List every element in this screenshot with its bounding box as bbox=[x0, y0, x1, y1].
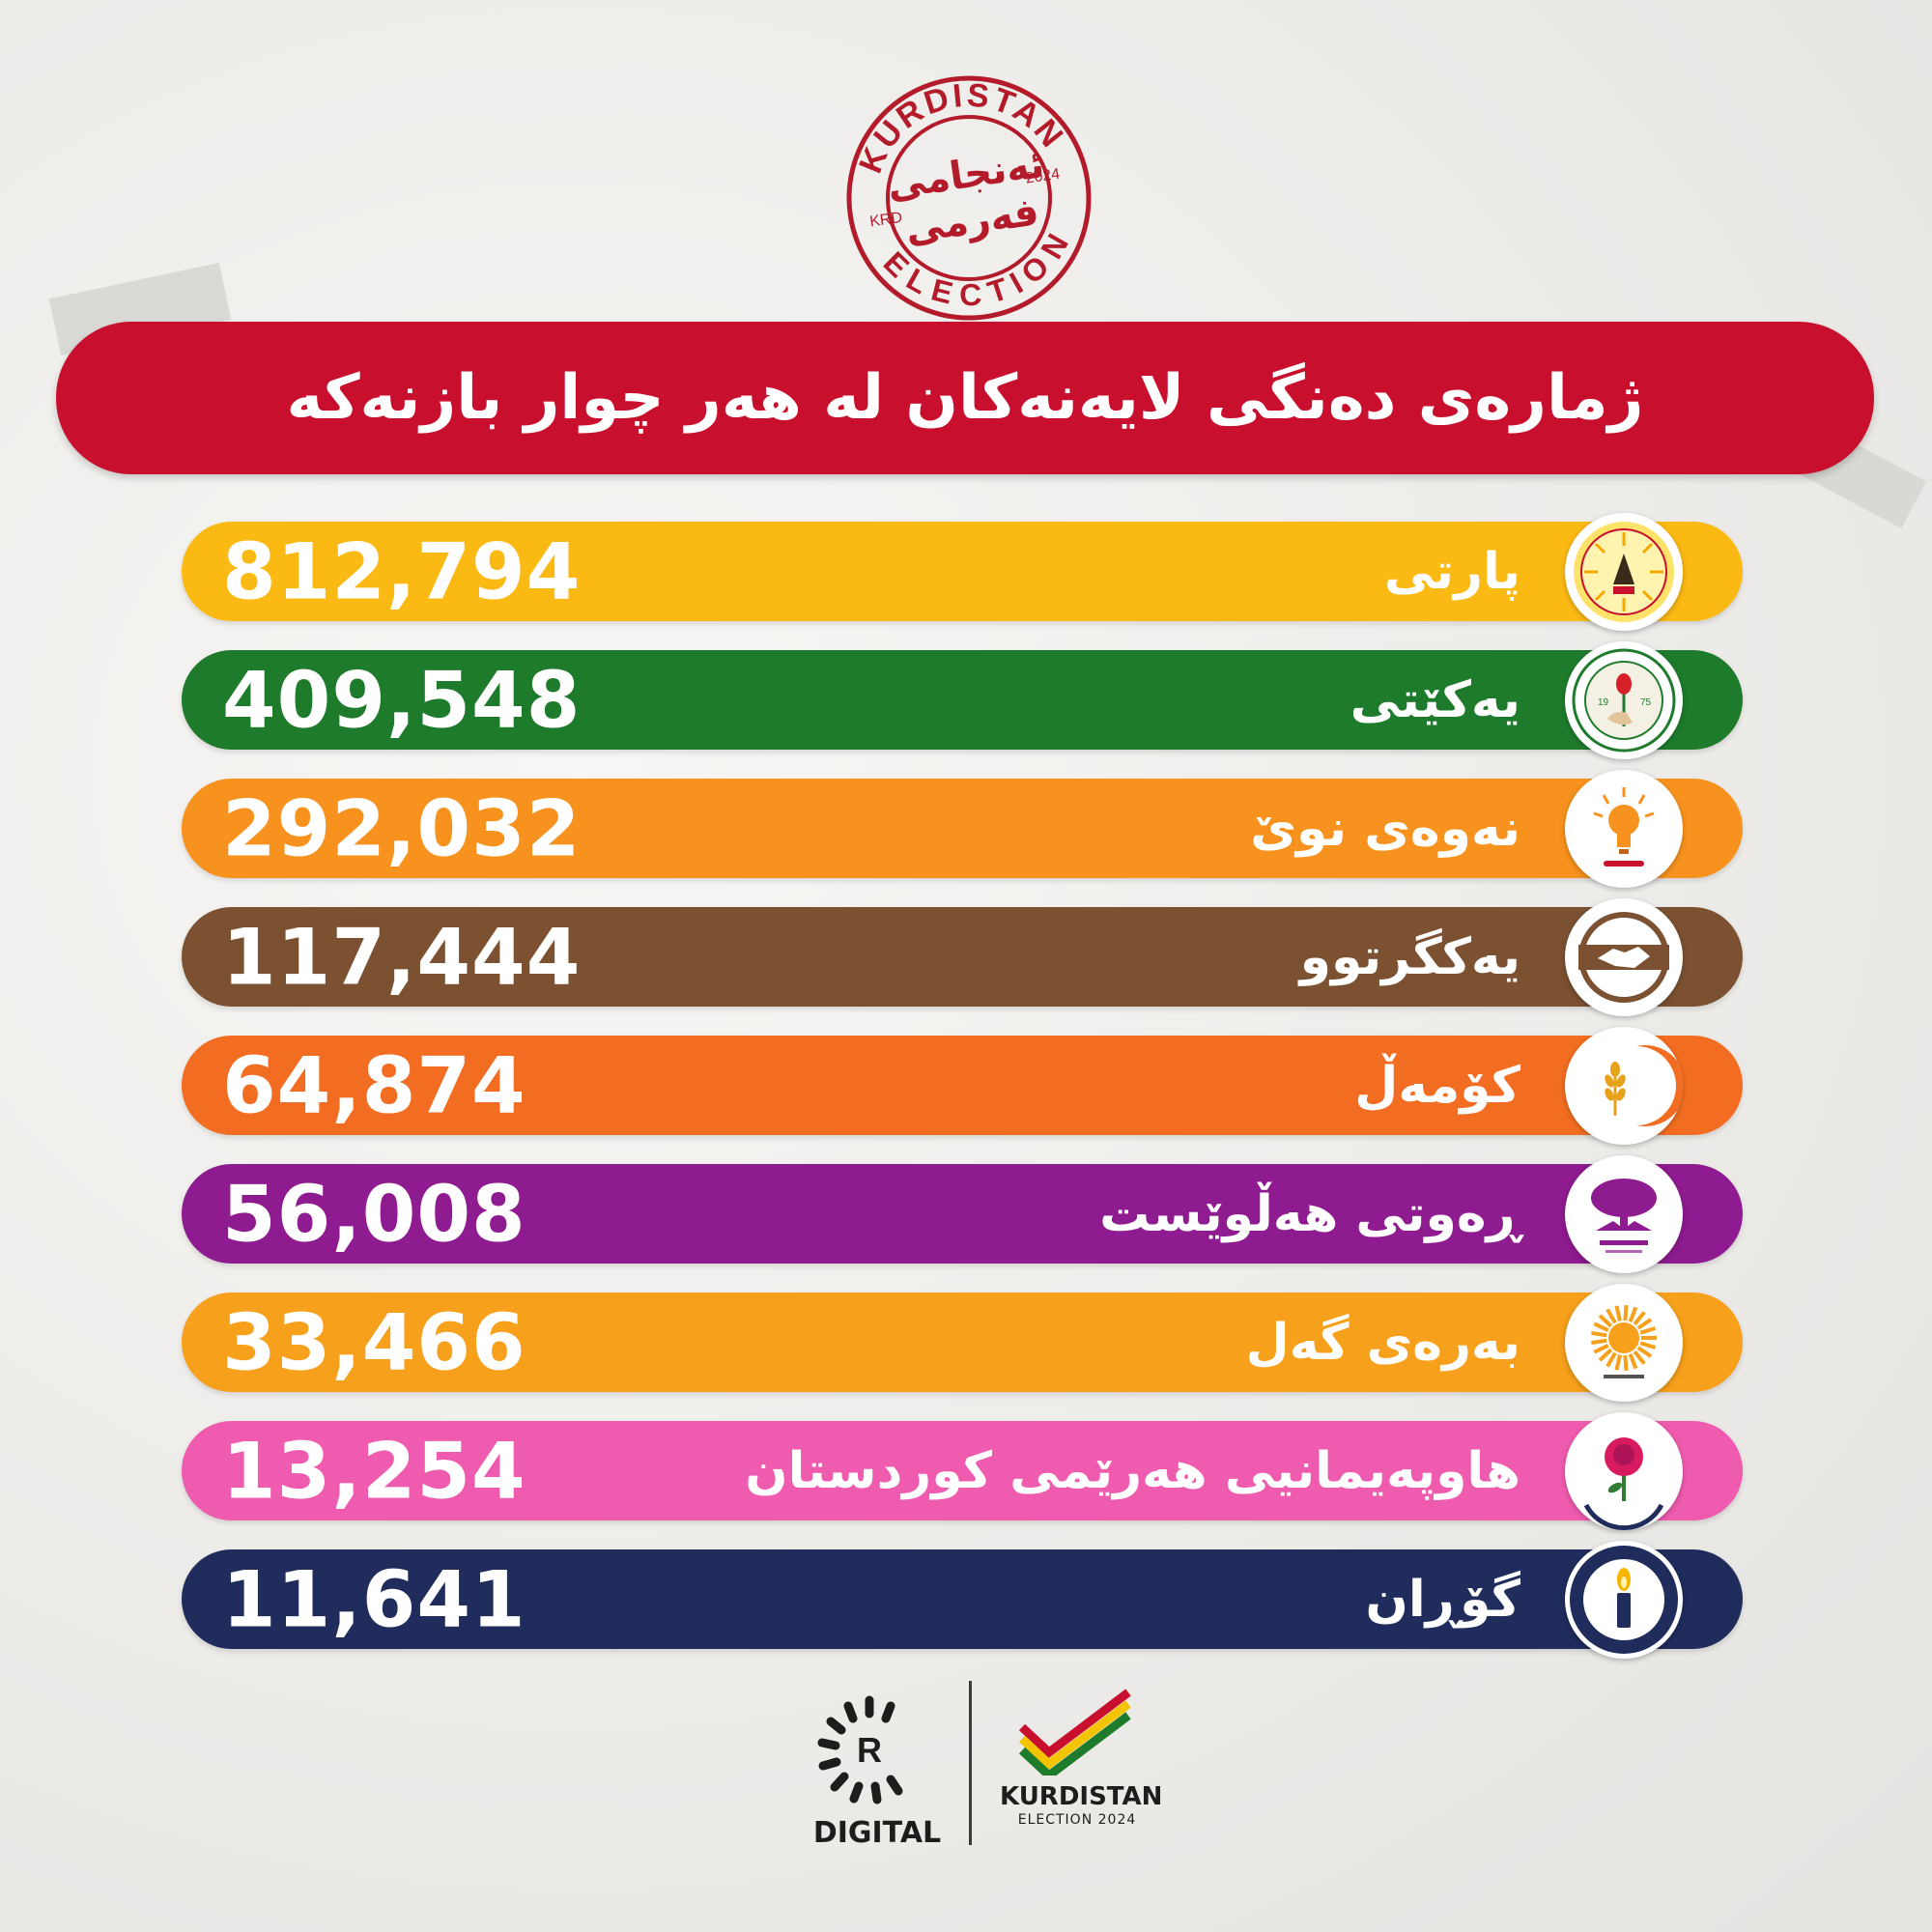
sun-ray bbox=[1639, 1340, 1657, 1350]
sun-ray bbox=[1636, 1345, 1653, 1358]
election-label: KURDISTAN bbox=[1000, 1782, 1163, 1811]
vote-count: 409,548 bbox=[222, 655, 582, 745]
party-name: کۆمەڵ bbox=[1354, 1056, 1520, 1115]
vote-count: 56,008 bbox=[222, 1169, 526, 1259]
rudaw-logo: R bbox=[811, 1692, 927, 1808]
stamp-right-text: 2024 bbox=[1025, 166, 1062, 187]
kurdistan-election-checkmark-icon bbox=[1014, 1689, 1140, 1781]
puk-rose-hand-icon: 19 75 bbox=[1565, 640, 1683, 759]
page-title: ژمارەی دەنگی لایەنەکان لە هەر چوار بازنە… bbox=[286, 362, 1644, 434]
vote-count: 64,874 bbox=[222, 1040, 526, 1130]
sun-ray bbox=[1593, 1321, 1609, 1332]
sun-ray bbox=[1623, 1354, 1629, 1371]
party-row-halwest: 56,008 ڕەوتی هەڵوێست bbox=[182, 1154, 1743, 1273]
election-sublabel: ELECTION 2024 bbox=[1017, 1812, 1137, 1828]
party-row-puk: 409,548 یەکێتی 19 75 bbox=[182, 640, 1743, 759]
sun-ray bbox=[1605, 1308, 1617, 1323]
vote-count: 292,032 bbox=[222, 783, 582, 873]
party-name: گۆڕان bbox=[1365, 1570, 1520, 1629]
sun-ray bbox=[1614, 1353, 1622, 1371]
vote-count: 33,466 bbox=[222, 1297, 526, 1387]
vote-count: 117,444 bbox=[222, 912, 582, 1002]
party-name: یەکگرتوو bbox=[1299, 927, 1520, 986]
svg-text:75: 75 bbox=[1640, 697, 1652, 708]
party-name: بەرەی گەل bbox=[1245, 1313, 1520, 1372]
rudaw-letter: R bbox=[857, 1730, 882, 1770]
vote-count: 812,794 bbox=[222, 526, 582, 616]
party-row-kurdistan-alliance: 13,254 هاوپەیمانیی هەرێمی کوردستان bbox=[182, 1411, 1743, 1530]
party-row-new-generation: 292,032 نەوەی نوێ bbox=[182, 769, 1743, 888]
wheat-crescent-icon bbox=[1565, 1026, 1683, 1145]
sun-ray bbox=[1598, 1348, 1613, 1362]
svg-text:19: 19 bbox=[1598, 697, 1609, 708]
official-results-stamp: KURDISTAN ELECTION KRD 2024 ئەنجامی فەرم… bbox=[838, 63, 1099, 328]
sun-ray bbox=[1591, 1338, 1607, 1345]
party-row-yekgirtu: 117,444 یەکگرتوو bbox=[182, 897, 1743, 1016]
handshake-icon bbox=[1565, 897, 1683, 1016]
new-generation-lightbulb-icon bbox=[1565, 769, 1683, 888]
party-name: نەوەی نوێ bbox=[1250, 799, 1520, 858]
sun-ray bbox=[1614, 1304, 1622, 1321]
sun-ray bbox=[1593, 1343, 1609, 1354]
candle-icon bbox=[1565, 1540, 1683, 1659]
results-list: 812,794 پارتی 409,548 یەکێتی bbox=[182, 512, 1743, 1678]
party-name: پارتی bbox=[1383, 542, 1520, 601]
rudaw-r-icon: R bbox=[817, 1695, 903, 1804]
kdp-eagle-sun-icon bbox=[1565, 512, 1683, 631]
sun-ray bbox=[1628, 1352, 1638, 1369]
party-row-komal: 64,874 کۆمەڵ bbox=[182, 1026, 1743, 1145]
vote-count: 11,641 bbox=[222, 1554, 526, 1644]
party-name: ڕەوتی هەڵوێست bbox=[1099, 1184, 1520, 1243]
sun-ray bbox=[1628, 1306, 1638, 1322]
party-row-gorran: 11,641 گۆڕان bbox=[182, 1540, 1743, 1659]
sun-ray bbox=[1598, 1313, 1613, 1327]
stamp-left-text: KRD bbox=[868, 210, 903, 231]
party-name: یەکێتی bbox=[1350, 670, 1520, 729]
stamp-ring-icon: KURDISTAN ELECTION KRD 2024 bbox=[842, 63, 1092, 326]
sun-ray bbox=[1633, 1350, 1646, 1365]
tree-icon bbox=[1565, 1154, 1683, 1273]
footer-divider bbox=[969, 1681, 972, 1845]
sun-ray bbox=[1636, 1317, 1653, 1330]
sun-ray bbox=[1591, 1330, 1607, 1337]
sun-ray bbox=[1605, 1351, 1617, 1367]
sun-ray bbox=[1639, 1325, 1657, 1335]
sun-icon bbox=[1565, 1283, 1683, 1402]
party-row-kdp: 812,794 پارتی bbox=[182, 512, 1743, 631]
title-banner: ژمارەی دەنگی لایەنەکان لە هەر چوار بازنە… bbox=[56, 322, 1874, 474]
sun-ray bbox=[1633, 1310, 1646, 1325]
rudaw-label: DIGITAL bbox=[812, 1816, 942, 1850]
rose-icon bbox=[1565, 1411, 1683, 1530]
party-row-baray-gal: 33,466 بەرەی گەل bbox=[182, 1283, 1743, 1402]
vote-count: 13,254 bbox=[222, 1426, 526, 1516]
sun-ray bbox=[1623, 1304, 1629, 1321]
party-name: هاوپەیمانیی هەرێمی کوردستان bbox=[745, 1441, 1520, 1500]
